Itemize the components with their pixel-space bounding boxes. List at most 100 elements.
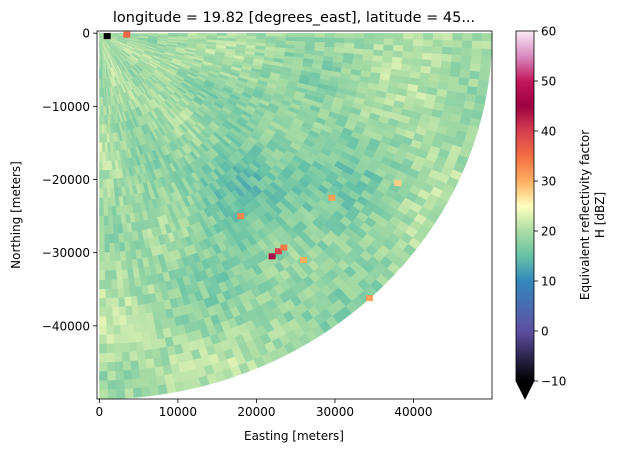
radar-cell [99,151,103,162]
colorbar-ticks: 60 50 40 30 20 10 0 −10 [534,25,566,389]
radar-cell [107,370,116,381]
radar-cell [422,46,434,54]
radar-cell [107,380,117,391]
radar-cell [353,43,365,50]
radar-cell [117,297,126,308]
radar-cell [99,316,107,326]
radar-cell [452,40,463,49]
radar-cell [113,233,120,244]
radar-cell [305,33,316,38]
radar-cell [114,251,121,262]
radar-cell [275,33,287,38]
radar-cell [121,351,131,362]
radar-cell [344,33,355,39]
radar-cell [149,385,160,397]
radar-cell [256,33,267,37]
radar-cell [101,124,105,135]
radar-cell [422,39,434,48]
radar-cell [112,315,121,326]
radar-cell [140,386,151,398]
radar-cell [392,44,404,52]
notable-cell [300,256,308,263]
radar-cell [109,261,117,271]
notable-cell [237,213,245,220]
radar-cell [99,115,102,125]
radar-cell [99,51,101,61]
radar-cell [102,160,107,171]
notable-cell [268,253,276,260]
radar-cell [126,323,135,335]
radar-cell [108,224,114,235]
radar-cell [452,33,463,41]
x-tick-label: 20000 [237,405,275,419]
radar-cell [99,60,101,71]
radar-cell [441,53,453,63]
x-tick-label: 30000 [316,405,354,419]
radar-cell [383,38,395,46]
radar-cell [363,43,375,51]
radar-cell [104,279,112,290]
radar-cell [392,50,404,59]
radar-cell [99,325,107,336]
radar-cell [99,179,104,189]
radar-cell [157,384,168,395]
notable-cell [103,33,111,40]
radar-cell [393,38,404,46]
radar-cell [104,261,111,272]
radar-cell [402,51,414,59]
radar-cell [354,33,365,39]
radar-cell [105,307,113,317]
radar-cell [99,307,107,317]
radar-cell [99,352,108,363]
radar-cell [99,371,108,381]
colorbar [515,30,535,382]
radar-cell [266,33,277,38]
radar-cell [140,322,149,333]
colorbar-tick-label: 60 [541,25,556,39]
radar-cell [334,37,345,44]
radar-cell [421,59,433,68]
radar-cell [481,40,492,50]
radar-cell [461,40,473,49]
radar-cell [469,63,481,73]
radar-cell [363,38,375,45]
radar-cell [412,39,424,47]
radar-cell [104,252,111,263]
radar-cell [314,37,326,43]
radar-cell [295,33,306,38]
radar-cell [344,37,355,44]
radar-cell [107,389,117,399]
radar-cell [147,376,158,388]
radar-cell [109,251,116,262]
radar-cell [383,33,394,40]
radar-cell [99,261,106,272]
radar-cell [334,33,346,39]
radar-cell [99,389,109,399]
radar-cell [99,78,101,89]
radar-cell [324,42,335,48]
radar-cell [382,50,394,58]
radar-cell [106,188,112,198]
radar-cell [114,352,123,363]
radar-cell [101,151,106,162]
radar-cell [115,269,123,280]
radar-cell [99,362,108,372]
radar-cell [103,233,110,244]
radar-cell [364,33,375,40]
radar-cell [99,87,102,98]
y-tick-label: −20000 [42,173,90,187]
radar-cell [471,40,483,50]
radar-cell [432,33,444,41]
radar-cell [99,170,104,180]
radar-cell [110,270,117,281]
reflectivity-cells [99,31,492,399]
radar-cell [132,387,143,398]
radar-cell [440,60,452,70]
radar-cell [108,233,115,244]
radar-cell [472,33,483,42]
radar-cell [122,360,132,372]
radar-cell [451,54,463,63]
radar-cell [99,160,103,171]
radar-cell [133,323,142,334]
radar-cell [101,133,105,144]
